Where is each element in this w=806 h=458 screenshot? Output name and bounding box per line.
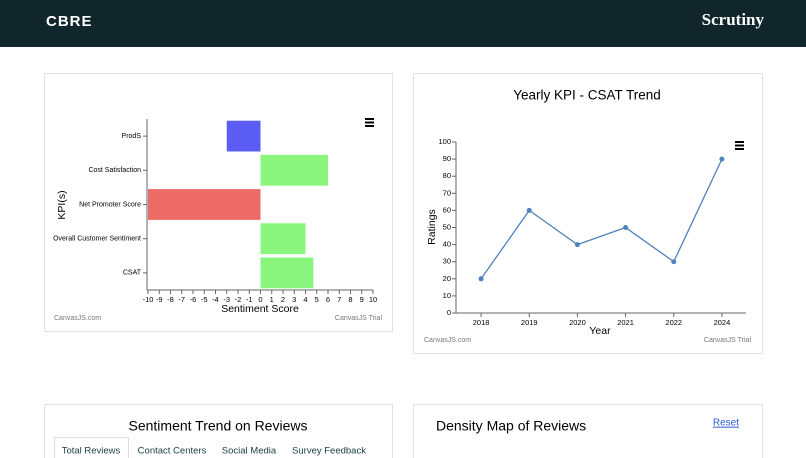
y-tick-label: 60 <box>443 205 451 214</box>
x-tick-label: -10 <box>143 295 154 304</box>
y-tick-label: 50 <box>443 222 451 231</box>
point <box>671 259 677 265</box>
point <box>719 156 725 162</box>
x-tick-label: 0 <box>258 295 262 304</box>
bar <box>260 223 306 255</box>
x-tick-label: 2024 <box>714 318 731 327</box>
x-tick-label: 8 <box>348 295 352 304</box>
x-tick-label: -8 <box>167 295 174 304</box>
panel <box>413 73 763 354</box>
brand[interactable]: Scrutiny <box>702 10 765 29</box>
active-tab <box>54 437 129 458</box>
panel <box>413 404 763 458</box>
x-tick-label: -6 <box>190 295 197 304</box>
point <box>526 207 532 213</box>
y-tick-label: 90 <box>443 154 451 163</box>
x-tick-label: -4 <box>212 295 219 304</box>
x-tick-label: 5 <box>315 295 319 304</box>
y-tick-label: ProdS <box>122 133 142 140</box>
y-tick-label: 30 <box>443 257 451 266</box>
y-tick-label: 70 <box>443 188 451 197</box>
x-tick-label: 2022 <box>665 318 682 327</box>
y-tick-label: 20 <box>443 274 451 283</box>
bar <box>260 257 314 289</box>
tab[interactable]: Contact Centers <box>138 446 207 457</box>
menu-icon[interactable] <box>735 141 744 150</box>
x-tick-label: 6 <box>326 295 330 304</box>
y-tick-label: 80 <box>443 171 451 180</box>
x-axis-label: Year <box>589 325 611 337</box>
top-bar <box>0 0 806 47</box>
x-tick-label: 2018 <box>473 318 490 327</box>
x-tick-label: 2020 <box>569 318 586 327</box>
y-tick-label: Overall Customer Sentiment <box>53 236 141 243</box>
x-tick-label: 1 <box>270 295 274 304</box>
x-tick-label: 9 <box>360 295 364 304</box>
x-tick-label: 2019 <box>521 318 538 327</box>
x-tick-label: -5 <box>201 295 208 304</box>
y-axis-label: KPI(s) <box>56 190 68 219</box>
x-tick-label: -3 <box>223 295 230 304</box>
x-tick-label: -1 <box>246 295 253 304</box>
tab[interactable]: Social Media <box>222 446 277 457</box>
tab[interactable]: Total Reviews <box>62 446 121 457</box>
y-tick-label: Net Promoter Score <box>79 201 141 208</box>
credit: CanvasJS.com <box>54 315 101 322</box>
x-tick-label: 3 <box>292 295 296 304</box>
x-axis-label: Sentiment Score <box>221 303 299 315</box>
x-tick-label: 4 <box>303 295 307 304</box>
point <box>623 225 629 230</box>
x-tick-label: -2 <box>235 295 242 304</box>
x-tick-label: 10 <box>369 295 377 304</box>
y-tick-label: 10 <box>443 291 451 300</box>
y-tick-label: 40 <box>443 240 451 249</box>
y-tick-label: 0 <box>447 308 451 317</box>
line <box>480 158 723 280</box>
panel-title: Sentiment Trend on Reviews <box>129 418 308 434</box>
x-tick-label: -7 <box>178 295 185 304</box>
point <box>574 242 580 248</box>
logo[interactable]: CBRE <box>46 13 93 30</box>
bar <box>226 120 261 152</box>
x-tick-label: -9 <box>156 295 163 304</box>
menu-icon[interactable] <box>365 118 374 127</box>
x-tick-label: 2021 <box>617 318 634 327</box>
x-tick-label: 7 <box>337 295 341 304</box>
bar <box>260 154 328 186</box>
y-tick-label: 100 <box>438 137 451 146</box>
y-axis-label: Ratings <box>426 209 438 245</box>
credit: CanvasJS.com <box>424 337 471 344</box>
point <box>478 276 484 282</box>
tab[interactable]: Survey Feedback <box>292 446 366 457</box>
y-tick-label: CSAT <box>123 270 142 277</box>
chart-title: Yearly KPI - CSAT Trend <box>513 88 661 103</box>
credit: CanvasJS Trial <box>335 315 383 322</box>
x-tick-label: 2 <box>281 295 285 304</box>
panel-title: Density Map of Reviews <box>436 418 586 434</box>
reset-link[interactable]: Reset <box>713 418 739 429</box>
bar <box>148 189 261 220</box>
credit: CanvasJS Trial <box>704 337 752 344</box>
y-tick-label: Cost Satisfaction <box>88 167 141 174</box>
